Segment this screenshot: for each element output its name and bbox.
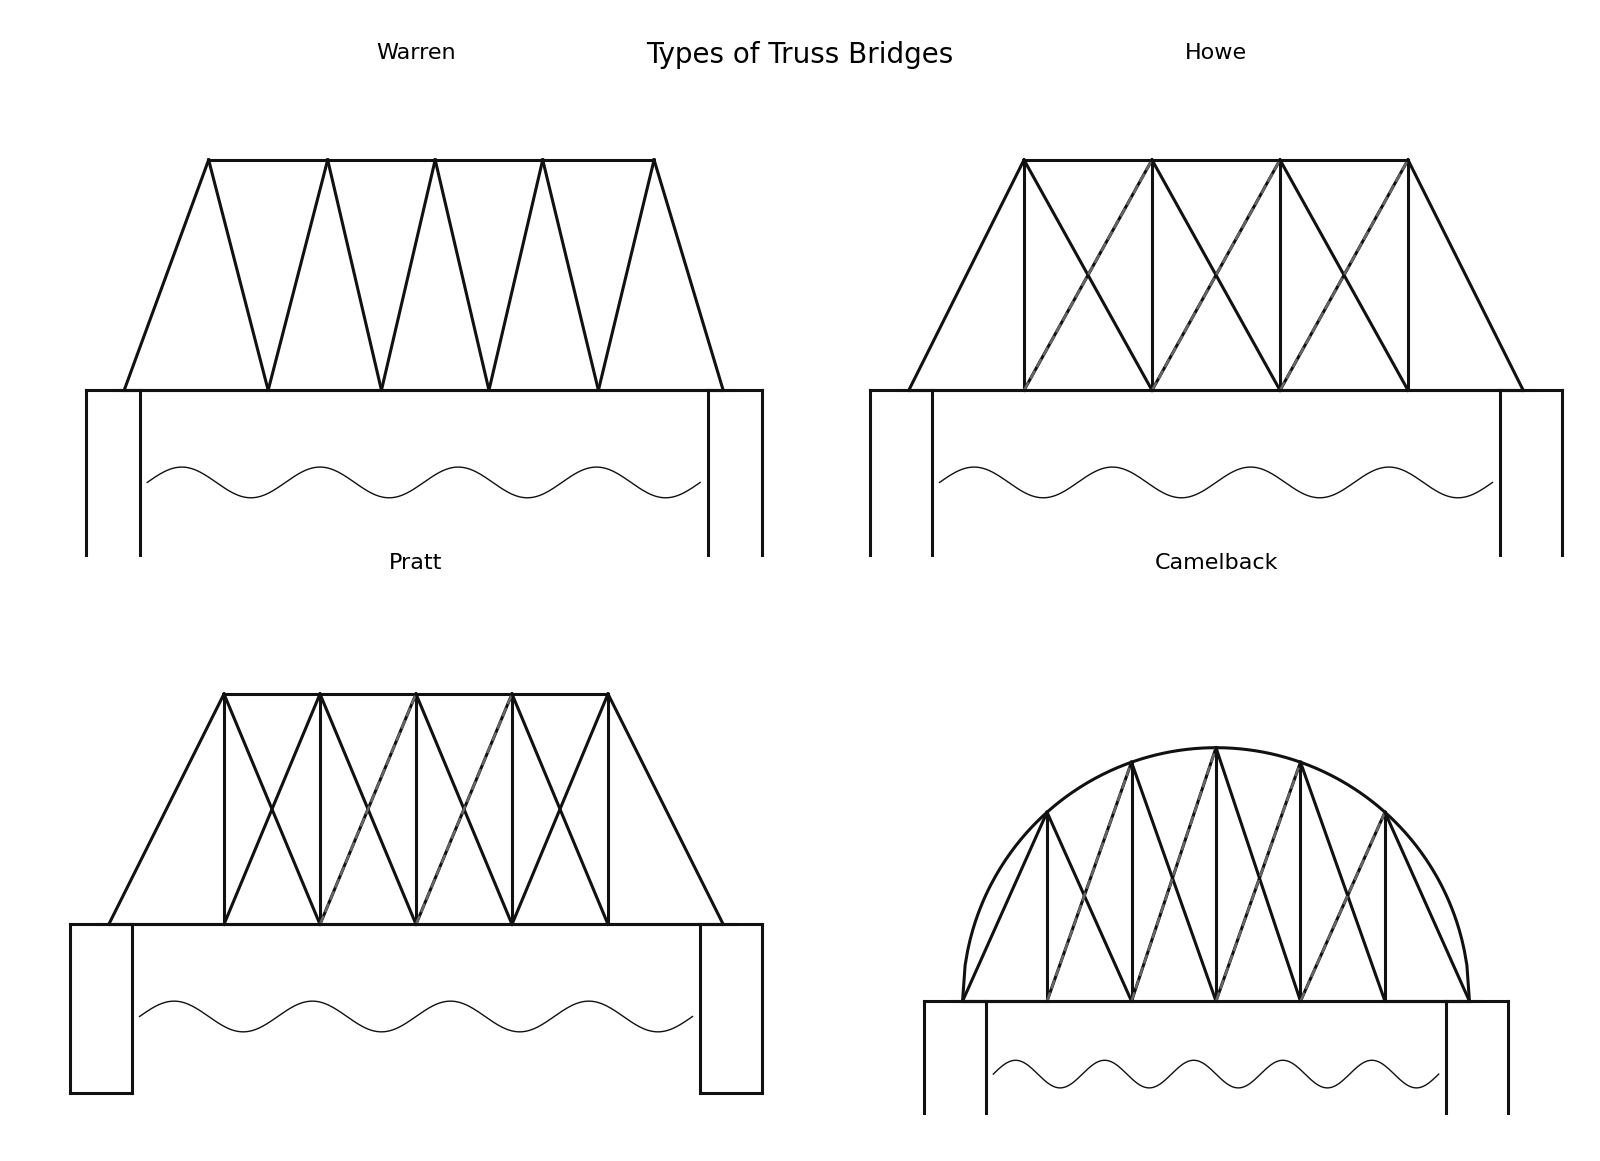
Title: Warren: Warren	[376, 43, 456, 63]
Title: Pratt: Pratt	[389, 554, 443, 574]
Title: Camelback: Camelback	[1154, 554, 1278, 574]
Text: Types of Truss Bridges: Types of Truss Bridges	[646, 41, 954, 68]
Title: Howe: Howe	[1186, 43, 1246, 63]
